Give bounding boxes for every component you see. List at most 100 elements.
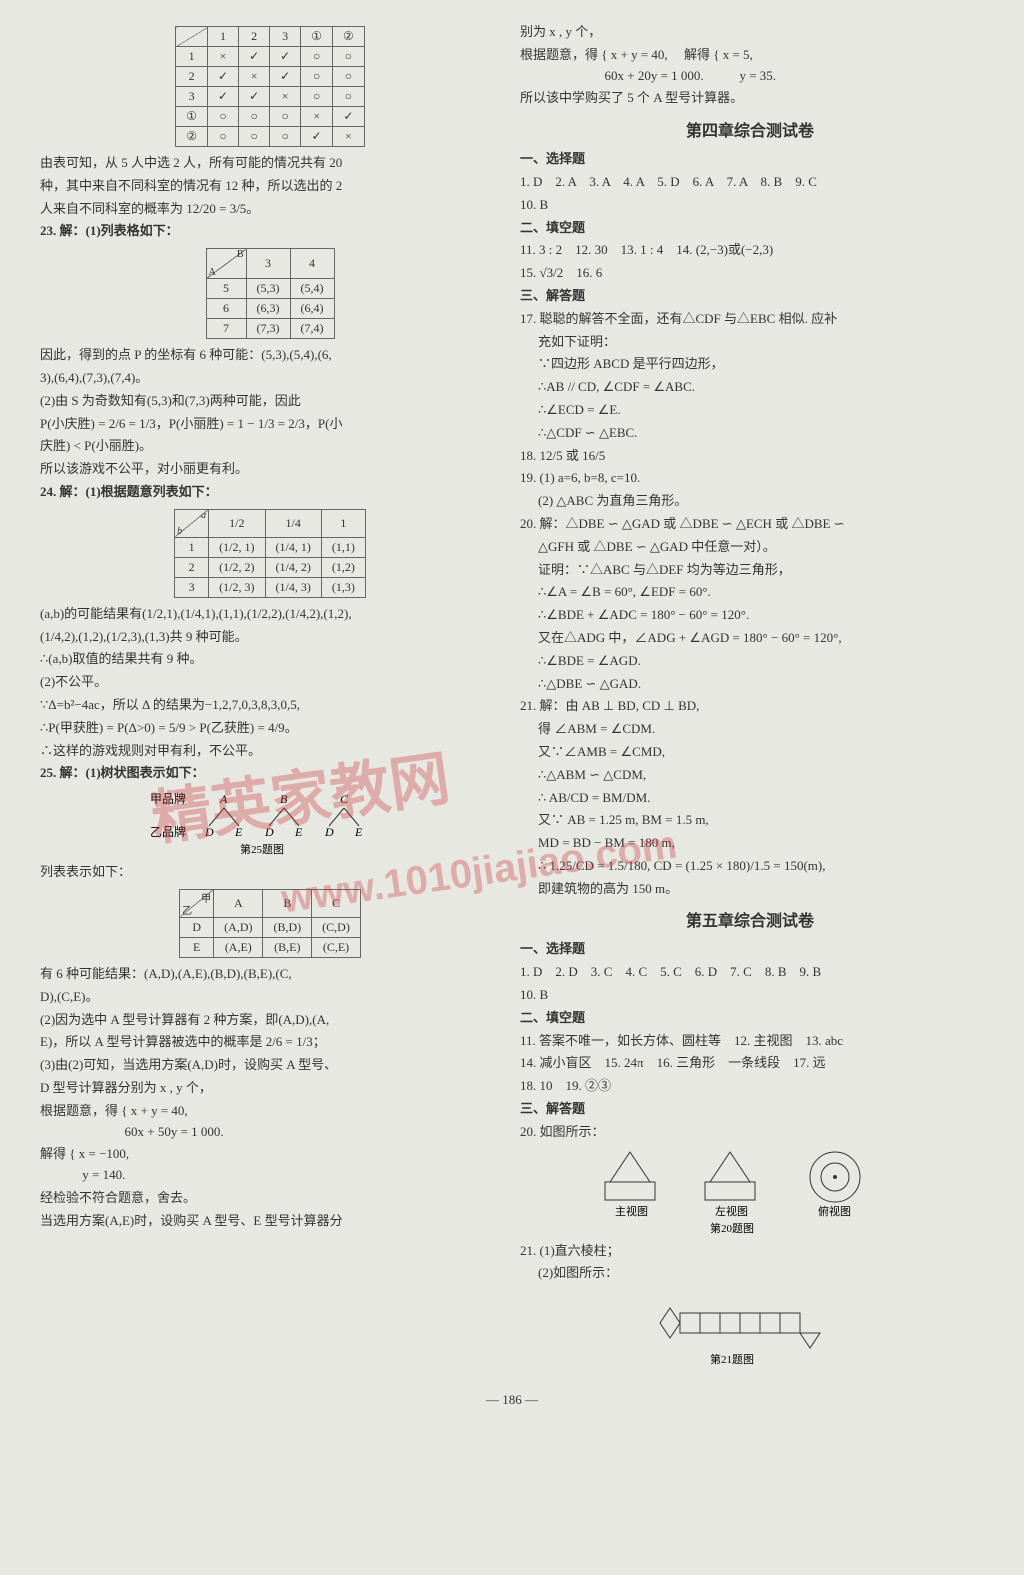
text: 证明：∵△ABC 与△DEF 均为等边三角形， bbox=[520, 560, 980, 581]
text: ∴△ABM ∽ △CDM, bbox=[520, 765, 980, 786]
text: 17. 聪聪的解答不全面，还有△CDF 与△EBC 相似. 应补 bbox=[520, 309, 980, 330]
text: ∴△CDF ∽ △EBC. bbox=[520, 423, 980, 444]
svg-text:E: E bbox=[294, 825, 303, 839]
svg-text:第25题图: 第25题图 bbox=[240, 842, 284, 856]
text: 得 ∠ABM = ∠CDM. bbox=[520, 719, 980, 740]
text: 20. 解：△DBE ∽ △GAD 或 △DBE ∽ △ECH 或 △DBE ∽ bbox=[520, 514, 980, 535]
text: (2)不公平。 bbox=[40, 672, 500, 693]
text: 种，其中来自不同科室的情况有 12 种，所以选出的 2 bbox=[40, 176, 500, 197]
text: ∴∠BDE + ∠ADC = 180° − 60° = 120°. bbox=[520, 605, 980, 626]
text: (3)由(2)可知，当选用方案(A,D)时，设购买 A 型号、 bbox=[40, 1055, 500, 1076]
svg-text:D: D bbox=[264, 825, 274, 839]
text: 所以该中学购买了 5 个 A 型号计算器。 bbox=[520, 88, 980, 109]
text: (2) △ABC 为直角三角形。 bbox=[520, 491, 980, 512]
svg-text:A: A bbox=[219, 792, 228, 806]
text: D),(C,E)。 bbox=[40, 987, 500, 1008]
text: (2)由 S 为奇数知有(5,3)和(7,3)两种可能，因此 bbox=[40, 391, 500, 412]
text: 19. (1) a=6, b=8, c=10. bbox=[520, 468, 980, 489]
text: 又∵ AB = 1.25 m, BM = 1.5 m, bbox=[520, 810, 980, 831]
table-25: 甲乙ABCD(A,D)(B,D)(C,D)E(A,E)(B,E)(C,E) bbox=[179, 889, 361, 958]
text: ∴△DBE ∽ △GAD. bbox=[520, 674, 980, 695]
text: (2)因为选中 A 型号计算器有 2 种方案，即(A,D),(A, bbox=[40, 1010, 500, 1031]
svg-text:B: B bbox=[280, 792, 288, 806]
svg-text:D: D bbox=[324, 825, 334, 839]
svg-text:C: C bbox=[340, 792, 349, 806]
page-number: — 186 — bbox=[40, 1392, 984, 1408]
q23: 23. 解：(1)列表格如下： bbox=[40, 221, 500, 242]
svg-text:E: E bbox=[354, 825, 363, 839]
text: 21. 解：由 AB ⊥ BD, CD ⊥ BD, bbox=[520, 696, 980, 717]
text: 20. 如图所示： bbox=[520, 1122, 980, 1143]
text: 3),(6,4),(7,3),(7,4)。 bbox=[40, 368, 500, 389]
text: ∴ AB/CD = BM/DM. bbox=[520, 788, 980, 809]
text: 经检验不符合题意，舍去。 bbox=[40, 1188, 500, 1209]
text: 15. √3/2 16. 6 bbox=[520, 263, 980, 284]
svg-text:主视图: 主视图 bbox=[615, 1204, 648, 1218]
table-24: ab1/21/411(1/2, 1)(1/4, 1)(1,1)2(1/2, 2)… bbox=[174, 509, 366, 598]
tree-diagram: 甲品牌ABC乙品牌DEDEDE第25题图 bbox=[140, 788, 400, 858]
text: 14. 减小盲区 15. 24π 16. 三角形 一条线段 17. 远 bbox=[520, 1053, 980, 1074]
eq: y = 35. bbox=[739, 68, 776, 83]
text: 列表表示如下： bbox=[40, 862, 500, 883]
text: 1. D 2. A 3. A 4. A 5. D 6. A 7. A 8. B … bbox=[520, 172, 980, 193]
eq: 60x + 50y = 1 000. bbox=[125, 1124, 224, 1139]
text: 解得 bbox=[40, 1146, 66, 1161]
text: ∴AB // CD, ∠CDF = ∠ABC. bbox=[520, 377, 980, 398]
text: 又∵∠AMB = ∠CMD, bbox=[520, 742, 980, 763]
text: 解得 { x = −100, y = 140. bbox=[40, 1144, 500, 1186]
section: 一、选择题 bbox=[520, 939, 980, 960]
text: 1. D 2. D 3. C 4. C 5. C 6. D 7. C 8. B … bbox=[520, 962, 980, 983]
text: △GFH 或 △DBE ∽ △GAD 中任意一对）。 bbox=[520, 537, 980, 558]
text: 有 6 种可能结果：(A,D),(A,E),(B,D),(B,E),(C, bbox=[40, 964, 500, 985]
section: 二、填空题 bbox=[520, 218, 980, 239]
text: P(小庆胜) = 2/6 = 1/3，P(小丽胜) = 1 − 1/3 = 2/… bbox=[40, 414, 500, 435]
q24: 24. 解：(1)根据题意列表如下： bbox=[40, 482, 500, 503]
text: 因此，得到的点 P 的坐标有 6 种可能：(5,3),(5,4),(6, bbox=[40, 345, 500, 366]
text: 充如下证明： bbox=[520, 332, 980, 353]
text: 根据题意，得 { x + y = 40, 解得 { x = 5, 60x + 2… bbox=[520, 45, 980, 87]
eq: x = −100, bbox=[79, 1146, 129, 1161]
text: ∵Δ=b²−4ac，所以 Δ 的结果为−1,2,7,0,3,8,3,0,5, bbox=[40, 695, 500, 716]
text: 根据题意，得 bbox=[40, 1103, 118, 1118]
svg-text:左视图: 左视图 bbox=[715, 1204, 748, 1218]
text: ∵四边形 ABCD 是平行四边形， bbox=[520, 354, 980, 375]
svg-text:乙品牌: 乙品牌 bbox=[150, 825, 186, 839]
text: (2)如图所示： bbox=[520, 1263, 980, 1284]
text: ∴(a,b)取值的结果共有 9 种。 bbox=[40, 649, 500, 670]
svg-text:E: E bbox=[234, 825, 243, 839]
text: 11. 3 : 2 12. 30 13. 1 : 4 14. (2,−3)或(−… bbox=[520, 240, 980, 261]
text: ∴∠ECD = ∠E. bbox=[520, 400, 980, 421]
text: 根据题意，得 { x + y = 40, 60x + 50y = 1 000. bbox=[40, 1101, 500, 1143]
table-23: BA345(5,3)(5,4)6(6,3)(6,4)7(7,3)(7,4) bbox=[206, 248, 335, 339]
text: 18. 12/5 或 16/5 bbox=[520, 446, 980, 467]
eq: y = 140. bbox=[82, 1167, 125, 1182]
eq: x + y = 40, bbox=[131, 1103, 188, 1118]
net-diagram: 第21题图 bbox=[650, 1288, 850, 1368]
text: ∴这样的游戏规则对甲有利，不公平。 bbox=[40, 741, 500, 762]
eq: x + y = 40, bbox=[611, 47, 668, 62]
text: MD = BD − BM = 180 m, bbox=[520, 833, 980, 854]
text: ∴∠BDE = ∠AGD. bbox=[520, 651, 980, 672]
text: 别为 x , y 个， bbox=[520, 22, 980, 43]
chapter4-title: 第四章综合测试卷 bbox=[520, 117, 980, 141]
svg-text:甲品牌: 甲品牌 bbox=[150, 792, 186, 806]
text: E)，所以 A 型号计算器被选中的概率是 2/6 = 1/3； bbox=[40, 1032, 500, 1053]
text: 11. 答案不唯一，如长方体、圆柱等 12. 主视图 13. abc bbox=[520, 1031, 980, 1052]
text: ∴∠A = ∠B = 60°, ∠EDF = 60°. bbox=[520, 582, 980, 603]
text: 庆胜) < P(小丽胜)。 bbox=[40, 436, 500, 457]
text: 由表可知，从 5 人中选 2 人，所有可能的情况共有 20 bbox=[40, 153, 500, 174]
page-content: 123①②1×✓✓○○2✓×✓○○3✓✓×○○①○○○×✓②○○○✓× 由表可知… bbox=[40, 20, 984, 1372]
eq: x = 5, bbox=[723, 47, 753, 62]
text: 10. B bbox=[520, 195, 980, 216]
svg-text:俯视图: 俯视图 bbox=[818, 1204, 851, 1218]
left-column: 123①②1×✓✓○○2✓×✓○○3✓✓×○○①○○○×✓②○○○✓× 由表可知… bbox=[40, 20, 500, 1372]
views-diagram: 主视图左视图俯视图第20题图 bbox=[590, 1147, 910, 1237]
text: 又在△ADG 中，∠ADG + ∠AGD = 180° − 60° = 120°… bbox=[520, 628, 980, 649]
text: 21. (1)直六棱柱； bbox=[520, 1241, 980, 1262]
section: 一、选择题 bbox=[520, 149, 980, 170]
grid-table-1: 123①②1×✓✓○○2✓×✓○○3✓✓×○○①○○○×✓②○○○✓× bbox=[175, 26, 364, 147]
text: ∴ 1.25/CD = 1.5/180, CD = (1.25 × 180)/1… bbox=[520, 856, 980, 877]
q25: 25. 解：(1)树状图表示如下： bbox=[40, 763, 500, 784]
text: (1/4,2),(1,2),(1/2,3),(1,3)共 9 种可能。 bbox=[40, 627, 500, 648]
section: 二、填空题 bbox=[520, 1008, 980, 1029]
